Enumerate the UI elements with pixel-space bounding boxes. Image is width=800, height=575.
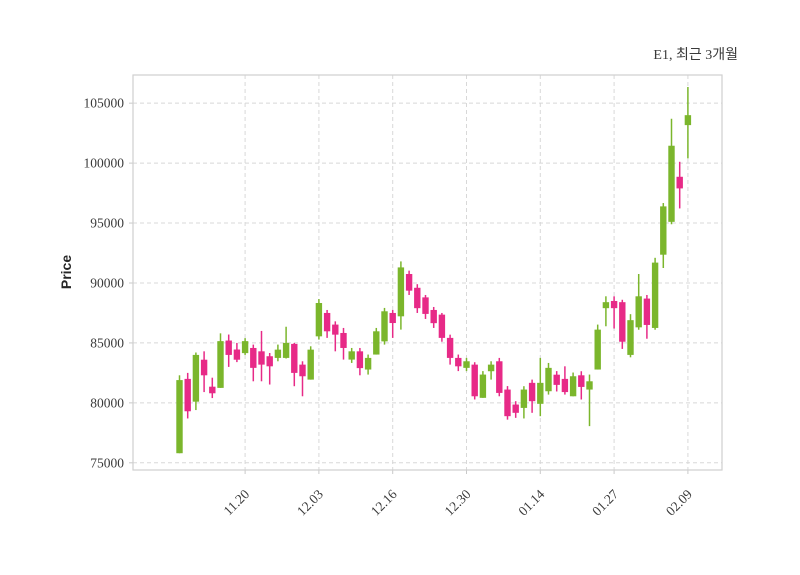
candle-body-up: [660, 206, 667, 255]
x-tick-label: 01.14: [515, 486, 547, 518]
candle-body-up: [594, 329, 601, 370]
candle-body-up: [274, 349, 282, 358]
candle-body-up: [520, 389, 528, 408]
y-tick-label: 75000: [90, 455, 124, 470]
candle-body-down: [496, 361, 503, 393]
candle-body-up: [668, 145, 675, 222]
candle-body-down: [455, 357, 462, 367]
x-tick-label: 12.30: [442, 486, 474, 518]
candle-body-down: [209, 386, 216, 394]
candle-body-down: [430, 309, 437, 324]
candle-body-down: [225, 340, 232, 355]
y-tick-label: 105000: [84, 96, 125, 111]
candle-body-down: [422, 297, 429, 314]
candle-body-down: [610, 300, 618, 309]
candle-body-up: [635, 296, 642, 328]
candle-body-up: [487, 364, 495, 372]
candle-body-up: [282, 342, 290, 358]
candle-body-down: [250, 347, 257, 368]
candle-body-down: [258, 351, 265, 365]
candle-body-up: [241, 341, 249, 354]
candle-body-down: [619, 302, 626, 342]
candle-body-down: [676, 176, 683, 189]
candle-body-down: [233, 349, 241, 360]
candle-body-down: [266, 356, 273, 367]
candle-body-up: [176, 380, 183, 454]
candle-body-up: [217, 341, 224, 388]
candle-body-up: [545, 367, 552, 392]
candle-body-up: [684, 115, 692, 126]
candle-body-up: [463, 361, 470, 368]
plot-border: [132, 74, 723, 471]
x-tick-label: 01.27: [589, 486, 621, 518]
candle-body-up: [381, 311, 388, 342]
candle-body-down: [578, 375, 585, 387]
candle-body-up: [586, 381, 593, 390]
candle-body-down: [356, 351, 364, 369]
x-tick-label: 12.16: [368, 486, 400, 518]
candle-body-down: [446, 337, 454, 358]
candle-body-down: [643, 298, 651, 325]
y-tick-label: 85000: [90, 335, 124, 350]
candle-body-down: [299, 364, 306, 377]
candle-body-up: [602, 302, 610, 309]
candle-body-up: [192, 354, 200, 402]
candle-body-down: [504, 389, 511, 417]
candle-body-down: [323, 312, 331, 332]
x-tick-label: 12.03: [294, 486, 326, 518]
candle-body-down: [291, 343, 298, 373]
candle-body-down: [561, 378, 569, 393]
y-tick-label: 95000: [90, 216, 124, 231]
x-tick-label: 02.09: [663, 486, 695, 518]
candle-body-down: [389, 312, 396, 324]
y-tick-label: 100000: [84, 156, 125, 171]
candle-body-down: [414, 287, 421, 309]
candle-body-down: [405, 273, 413, 291]
candle-body-up: [627, 320, 634, 355]
candle-body-up: [569, 376, 577, 397]
candle-body-down: [528, 382, 536, 402]
candle-body-down: [340, 332, 347, 348]
candle-body-down: [438, 314, 446, 338]
candle-body-up: [651, 262, 659, 328]
chart-title: E1, 최근 3개월: [653, 48, 738, 63]
y-axis-label: Price: [58, 254, 74, 290]
x-tick-label: 11.20: [220, 486, 252, 518]
candle-body-up: [373, 331, 380, 355]
candle-body-up: [315, 303, 323, 337]
candle-body-down: [471, 364, 478, 397]
y-tick-label: 90000: [90, 275, 124, 290]
candle-body-down: [512, 404, 519, 413]
y-tick-label: 80000: [90, 395, 124, 410]
candle-body-up: [479, 374, 487, 398]
candle-body-up: [348, 351, 355, 360]
candle-body-up: [397, 267, 405, 317]
candle-body-down: [200, 359, 208, 376]
candle-body-up: [307, 349, 314, 380]
candle-body-down: [553, 374, 560, 385]
candle-body-up: [364, 357, 372, 370]
candle-body-down: [332, 324, 339, 335]
candle-body-down: [184, 378, 191, 412]
candle-body-up: [537, 382, 544, 404]
